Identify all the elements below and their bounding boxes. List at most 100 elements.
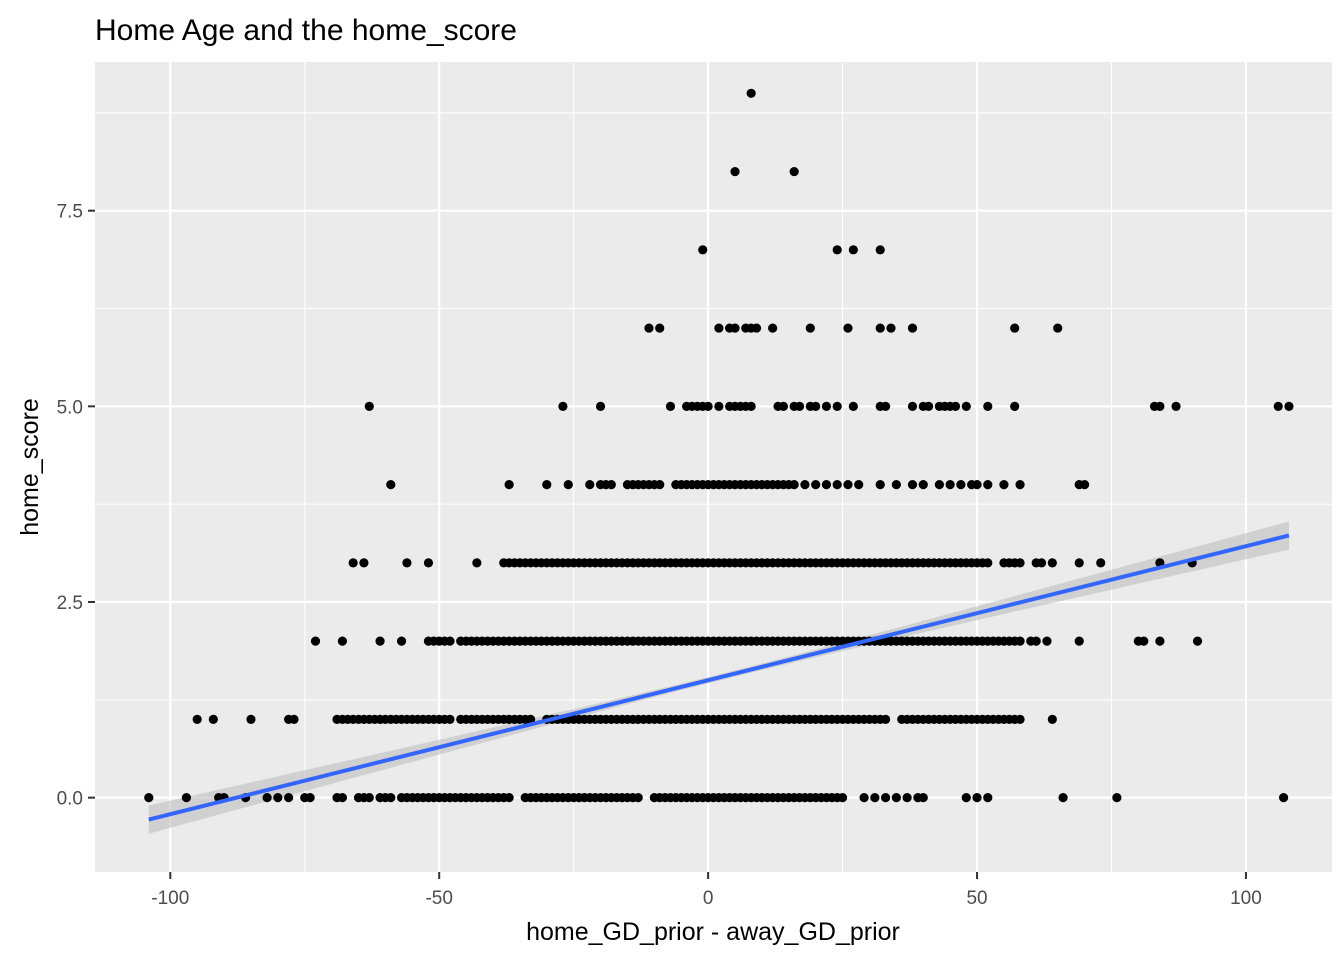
data-point bbox=[1074, 558, 1084, 568]
data-point bbox=[1053, 323, 1063, 333]
data-point bbox=[848, 401, 858, 411]
data-point bbox=[881, 793, 891, 803]
data-point bbox=[1080, 480, 1090, 490]
data-point bbox=[950, 401, 961, 411]
data-point bbox=[983, 793, 993, 803]
x-tick-label: 0 bbox=[703, 888, 714, 909]
x-tick-label: 100 bbox=[1230, 888, 1262, 909]
data-point bbox=[284, 793, 294, 803]
data-point bbox=[1015, 480, 1025, 490]
data-point bbox=[1171, 401, 1181, 411]
data-point bbox=[821, 480, 832, 490]
data-point bbox=[972, 480, 982, 490]
data-point bbox=[891, 793, 901, 803]
data-point bbox=[262, 793, 272, 803]
data-point bbox=[208, 714, 218, 724]
data-point bbox=[563, 480, 573, 490]
data-point bbox=[289, 714, 299, 724]
data-point bbox=[1036, 558, 1047, 568]
data-point bbox=[1058, 793, 1068, 803]
chart-title: Home Age and the home_score bbox=[95, 14, 517, 47]
x-tick-label: 50 bbox=[966, 888, 987, 909]
data-point bbox=[886, 323, 896, 333]
data-point bbox=[983, 558, 993, 568]
data-point bbox=[445, 714, 455, 724]
y-tick-label: 2.5 bbox=[57, 593, 83, 614]
data-point bbox=[805, 323, 815, 333]
data-point bbox=[273, 793, 283, 803]
data-point bbox=[843, 480, 853, 490]
axis-ticks: -100 -50 0 50 100 0.0 2.5 5.0 7.5 bbox=[57, 202, 1262, 909]
data-point bbox=[1155, 636, 1165, 646]
data-point bbox=[961, 793, 971, 803]
data-point bbox=[843, 323, 853, 333]
data-point bbox=[246, 714, 256, 724]
data-point bbox=[633, 793, 643, 803]
fit-line bbox=[148, 533, 1290, 822]
data-point bbox=[768, 323, 778, 333]
data-point bbox=[472, 558, 482, 568]
data-point bbox=[1192, 636, 1203, 646]
data-point bbox=[789, 166, 799, 177]
data-point bbox=[961, 401, 971, 411]
data-point bbox=[1047, 714, 1057, 724]
data-point bbox=[1015, 636, 1025, 646]
fit-line-layer bbox=[148, 533, 1290, 822]
data-point bbox=[881, 401, 891, 411]
data-point bbox=[504, 793, 514, 803]
data-point bbox=[875, 245, 885, 255]
data-point bbox=[698, 245, 708, 255]
data-point bbox=[794, 401, 805, 411]
data-point bbox=[902, 793, 912, 803]
data-point bbox=[655, 323, 665, 333]
data-point bbox=[859, 793, 869, 803]
data-point bbox=[1273, 401, 1283, 411]
data-point bbox=[746, 401, 756, 411]
data-point bbox=[364, 401, 374, 411]
data-point bbox=[907, 480, 918, 490]
data-point bbox=[1010, 323, 1020, 333]
data-point bbox=[983, 480, 993, 490]
data-point bbox=[1031, 636, 1041, 646]
x-tick-label: -50 bbox=[425, 888, 452, 909]
data-point bbox=[1278, 793, 1289, 803]
data-point bbox=[1047, 558, 1057, 568]
data-point bbox=[144, 793, 154, 803]
data-point bbox=[945, 480, 955, 490]
x-axis-title: home_GD_prior - away_GD_prior bbox=[526, 918, 900, 946]
data-point bbox=[854, 480, 864, 490]
data-point bbox=[1112, 793, 1122, 803]
data-point bbox=[1074, 636, 1084, 646]
data-point bbox=[595, 401, 606, 411]
data-point bbox=[891, 480, 901, 490]
y-axis-title: home_score bbox=[16, 398, 44, 536]
data-point bbox=[789, 480, 799, 490]
x-tick-label: -100 bbox=[151, 888, 189, 909]
data-point bbox=[1015, 558, 1025, 568]
data-point bbox=[348, 558, 358, 568]
data-point bbox=[837, 793, 848, 803]
data-point bbox=[714, 323, 724, 333]
data-point bbox=[983, 401, 993, 411]
data-point bbox=[918, 793, 928, 803]
data-point bbox=[746, 88, 756, 98]
data-point bbox=[875, 480, 885, 490]
data-point bbox=[1015, 714, 1025, 724]
data-point bbox=[918, 480, 928, 490]
data-point bbox=[181, 793, 192, 803]
data-point bbox=[1155, 401, 1165, 411]
data-point bbox=[423, 558, 434, 568]
data-point bbox=[1284, 401, 1294, 411]
data-point bbox=[956, 480, 966, 490]
data-point bbox=[445, 636, 455, 646]
data-point bbox=[924, 401, 934, 411]
data-point bbox=[934, 480, 944, 490]
data-point bbox=[364, 793, 374, 803]
data-point bbox=[1139, 636, 1149, 646]
data-point bbox=[875, 323, 885, 333]
data-point bbox=[386, 793, 396, 803]
data-point bbox=[907, 401, 918, 411]
data-point bbox=[192, 714, 202, 724]
data-point bbox=[730, 323, 740, 333]
